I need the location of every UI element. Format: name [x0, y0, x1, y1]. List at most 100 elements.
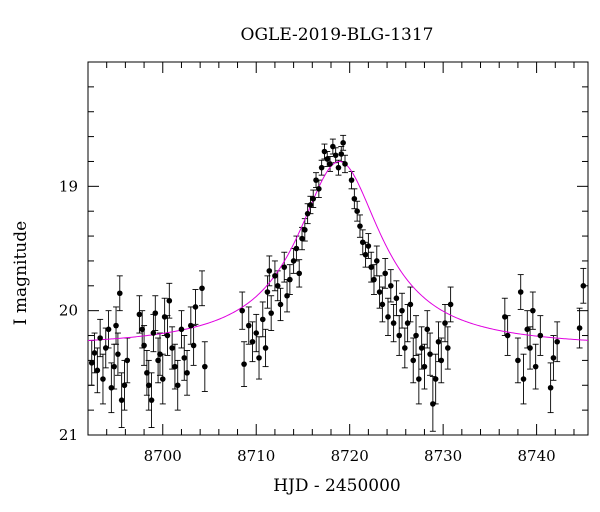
data-point: [277, 301, 284, 308]
data-point: [241, 361, 247, 367]
data-point: [382, 270, 388, 277]
y-axis-label: I magnitude: [11, 221, 31, 325]
data-point: [390, 320, 397, 326]
data-point: [338, 151, 345, 157]
data-point: [184, 370, 190, 376]
data-point: [330, 143, 336, 150]
data-point: [299, 235, 305, 242]
data-point: [172, 363, 178, 370]
data-point: [410, 357, 417, 364]
data-point: [554, 338, 560, 345]
data-point: [404, 320, 411, 326]
data-point: [192, 304, 199, 310]
data-point: [181, 355, 188, 361]
x-tick-label: 8710: [237, 447, 275, 465]
data-point: [413, 332, 419, 339]
data-point: [116, 290, 123, 297]
data-point: [432, 376, 439, 382]
data-point: [438, 357, 445, 364]
data-point: [304, 210, 311, 217]
data-point: [268, 310, 274, 316]
data-point: [102, 345, 109, 351]
data-point: [105, 326, 112, 333]
x-tick-label: 8720: [331, 447, 369, 465]
data-point: [447, 301, 454, 308]
data-point: [155, 357, 161, 364]
data-point: [118, 397, 125, 403]
data-point: [348, 177, 355, 183]
data-point: [504, 332, 511, 339]
data-point: [388, 283, 394, 289]
x-axis-ticks: [87, 62, 575, 435]
data-point: [259, 316, 266, 323]
data-point: [296, 270, 303, 277]
data-point: [371, 276, 377, 283]
data-point: [157, 351, 163, 357]
data-point: [421, 363, 428, 370]
data-point: [416, 376, 422, 382]
data-point: [199, 285, 205, 292]
data-point: [272, 273, 278, 279]
data-point: [424, 326, 431, 333]
errorbar-group: [88, 134, 587, 432]
data-point: [393, 295, 400, 302]
data-point: [307, 202, 314, 208]
data-point: [144, 370, 150, 376]
data-point: [354, 208, 360, 214]
data-point: [111, 363, 117, 370]
data-point: [302, 227, 308, 233]
data-point: [266, 268, 273, 274]
data-point: [121, 382, 128, 389]
data-point: [515, 357, 521, 364]
data-point: [239, 307, 246, 314]
data-point: [161, 314, 168, 320]
data-point: [520, 376, 527, 382]
data-point: [427, 351, 433, 357]
data-point: [313, 177, 319, 183]
data-point: [136, 311, 143, 318]
data-point: [547, 384, 554, 391]
data-point: [148, 397, 155, 403]
x-tick-labels: 8700 8710 8720 8730 8740: [144, 447, 556, 465]
plot-frame: [87, 61, 589, 436]
data-point: [264, 289, 271, 295]
data-point: [445, 345, 451, 351]
y-tick-label: 21: [59, 426, 78, 444]
data-point: [396, 332, 403, 339]
data-points-group: [88, 140, 587, 407]
data-point: [402, 345, 408, 351]
data-point: [357, 223, 363, 229]
y-tick-label: 19: [59, 177, 78, 195]
data-point: [253, 330, 260, 336]
y-axis-ticks: [88, 61, 588, 436]
y-tick-labels: 19 20 21: [59, 177, 78, 444]
data-point: [256, 355, 262, 361]
data-point: [202, 363, 208, 370]
data-point: [274, 283, 281, 289]
data-point: [190, 342, 197, 349]
data-point: [115, 351, 121, 357]
x-axis-label: HJD - 2450000: [273, 476, 401, 496]
data-point: [262, 345, 269, 351]
data-point: [174, 382, 181, 389]
data-point: [524, 326, 531, 333]
data-point: [91, 350, 98, 356]
data-point: [327, 161, 333, 167]
data-point: [532, 363, 539, 370]
plot-area: [87, 61, 589, 436]
data-point: [418, 345, 425, 351]
data-point: [362, 251, 369, 258]
data-point: [316, 186, 322, 192]
data-point: [169, 345, 175, 351]
data-point: [385, 314, 391, 320]
data-point: [108, 384, 115, 391]
data-point: [318, 164, 325, 171]
data-point: [178, 326, 185, 333]
data-point: [188, 322, 194, 329]
data-point: [517, 289, 524, 295]
data-point: [359, 239, 366, 246]
data-point: [342, 161, 348, 167]
data-point: [580, 283, 587, 289]
data-point: [442, 320, 448, 326]
